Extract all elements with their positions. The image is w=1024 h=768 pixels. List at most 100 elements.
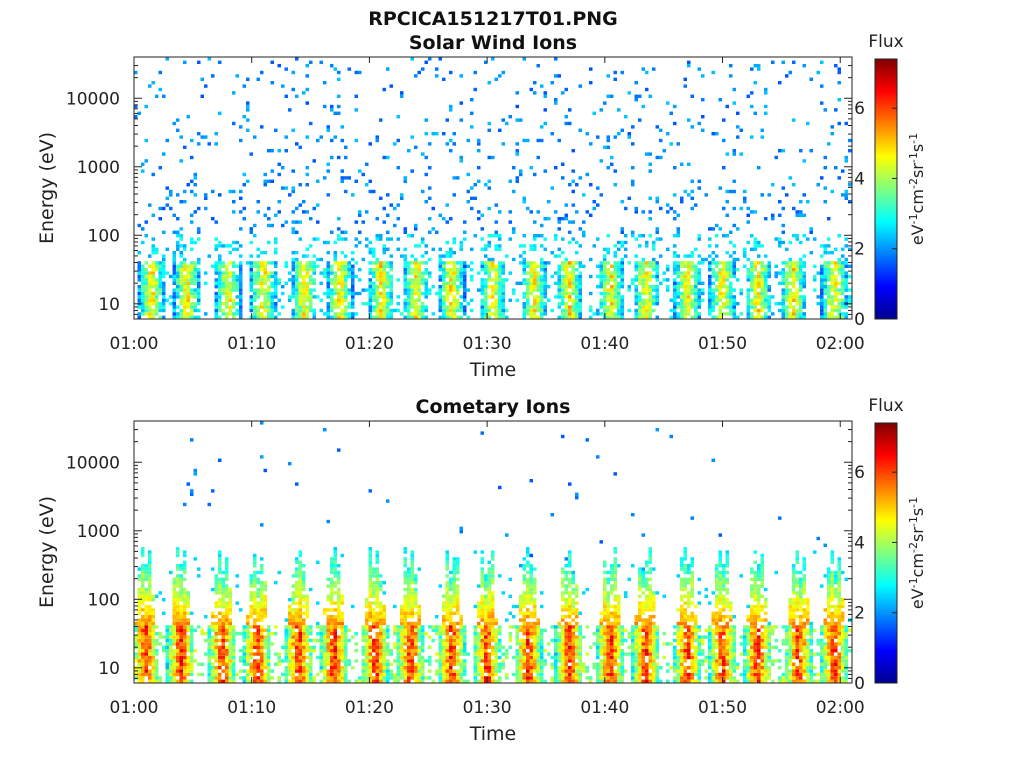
- heatmap-cell: [802, 193, 806, 197]
- heatmap-cell: [351, 298, 355, 302]
- heatmap-cell: [305, 601, 309, 605]
- heatmap-cell: [162, 206, 166, 211]
- heatmap-cell: [288, 604, 292, 609]
- heatmap-cell: [151, 676, 155, 680]
- heatmap-cell: [183, 268, 187, 272]
- heatmap-cell: [571, 261, 575, 265]
- heatmap-cell: [361, 638, 365, 643]
- heatmap-cell: [463, 264, 467, 268]
- heatmap-cell: [708, 268, 712, 272]
- heatmap-cell: [561, 285, 565, 289]
- heatmap-cell: [141, 621, 145, 626]
- heatmap-cell: [176, 604, 180, 609]
- heatmap-cell: [382, 281, 386, 285]
- heatmap-cell: [480, 288, 484, 292]
- heatmap-cell: [144, 628, 148, 632]
- heatmap-cell: [396, 655, 400, 660]
- heatmap-cell: [204, 615, 208, 619]
- heatmap-cell: [802, 298, 806, 302]
- heatmap-cell: [176, 635, 180, 639]
- heatmap-cell: [746, 308, 750, 313]
- heatmap-cell: [302, 598, 306, 602]
- heatmap-cell: [368, 570, 372, 575]
- heatmap-cell: [179, 615, 183, 619]
- heatmap-cell: [351, 281, 355, 285]
- heatmap-cell: [162, 645, 166, 649]
- heatmap-cell: [340, 666, 344, 670]
- heatmap-cell: [442, 305, 446, 309]
- heatmap-cell: [347, 291, 351, 296]
- heatmap-cell: [330, 676, 334, 680]
- heatmap-cell: [155, 672, 159, 677]
- heatmap-cell: [494, 281, 498, 285]
- heatmap-cell: [823, 108, 827, 112]
- heatmap-cell: [193, 468, 197, 473]
- heatmap-cell: [757, 281, 761, 285]
- heatmap-cell: [333, 281, 337, 285]
- heatmap-cell: [207, 628, 211, 632]
- heatmap-cell: [183, 649, 187, 653]
- heatmap-cell: [774, 271, 778, 275]
- heatmap-cell: [274, 128, 278, 132]
- heatmap-cell: [487, 285, 491, 289]
- heatmap-cell: [725, 152, 729, 156]
- heatmap-cell: [207, 142, 211, 146]
- heatmap-cell: [634, 312, 638, 316]
- heatmap-cell: [186, 315, 190, 319]
- heatmap-cell: [148, 312, 152, 316]
- heatmap-cell: [183, 264, 187, 268]
- heatmap-cell: [351, 285, 355, 289]
- heatmap-cell: [739, 288, 743, 292]
- heatmap-cell: [333, 251, 337, 255]
- heatmap-cell: [172, 261, 176, 265]
- heatmap-cell: [323, 312, 327, 316]
- heatmap-cell: [512, 230, 516, 234]
- heatmap-cell: [302, 587, 306, 592]
- heatmap-cell: [575, 274, 579, 279]
- heatmap-cell: [554, 234, 558, 238]
- heatmap-cell: [417, 305, 421, 309]
- heatmap-cell: [529, 308, 533, 313]
- heatmap-cell: [694, 315, 698, 319]
- heatmap-cell: [753, 305, 757, 309]
- heatmap-cell: [571, 149, 575, 153]
- heatmap-cell: [375, 315, 379, 319]
- heatmap-cell: [253, 662, 257, 666]
- heatmap-cell: [613, 315, 617, 319]
- heatmap-cell: [267, 312, 271, 316]
- heatmap-cell: [557, 268, 561, 272]
- heatmap-cell: [715, 261, 719, 265]
- heatmap-cell: [809, 149, 813, 153]
- heatmap-cell: [400, 604, 404, 609]
- heatmap-cell: [256, 254, 260, 258]
- heatmap-cell: [221, 635, 225, 639]
- heatmap-cell: [592, 111, 596, 115]
- heatmap-cell: [347, 628, 351, 632]
- heatmap-cell: [239, 315, 243, 319]
- heatmap-cell: [466, 264, 470, 268]
- heatmap-cell: [837, 234, 841, 238]
- heatmap-cell: [417, 268, 421, 272]
- heatmap-cell: [176, 274, 180, 279]
- heatmap-cell: [519, 172, 523, 177]
- heatmap-cell: [627, 196, 631, 200]
- heatmap-cell: [267, 240, 271, 245]
- heatmap-cell: [330, 581, 334, 585]
- heatmap-cell: [260, 591, 264, 595]
- heatmap-cell: [515, 118, 519, 122]
- heatmap-cell: [221, 601, 225, 605]
- heatmap-cell: [176, 567, 180, 571]
- heatmap-cell: [228, 291, 232, 296]
- heatmap-cell: [179, 649, 183, 653]
- heatmap-cell: [148, 574, 152, 578]
- heatmap-cell: [725, 291, 729, 296]
- heatmap-cell: [648, 261, 652, 265]
- heatmap-cell: [232, 669, 236, 673]
- heatmap-cell: [260, 676, 264, 680]
- heatmap-cell: [480, 268, 484, 272]
- heatmap-cell: [302, 642, 306, 646]
- heatmap-cell: [291, 584, 295, 588]
- heatmap-cell: [830, 315, 834, 319]
- heatmap-cell: [389, 312, 393, 316]
- heatmap-cell: [351, 295, 355, 299]
